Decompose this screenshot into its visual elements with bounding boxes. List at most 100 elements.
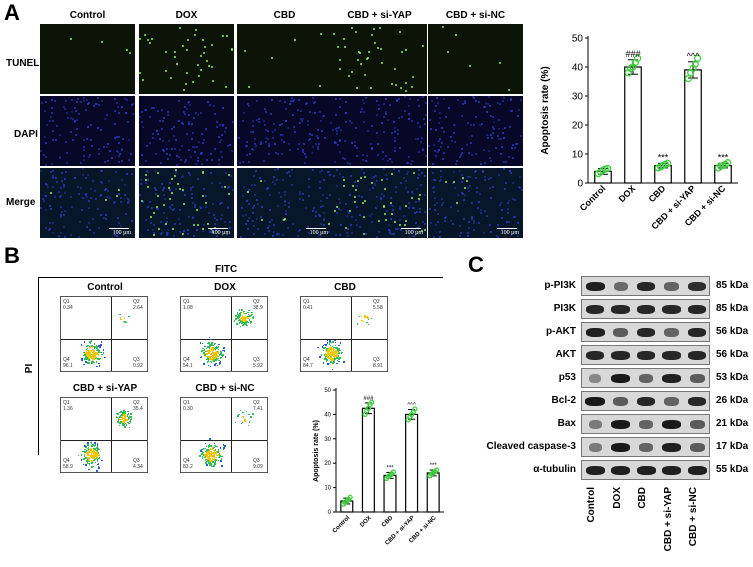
lane-label: CBD + si-NC <box>688 487 699 547</box>
flow-plot: Q1 1.08 Q2 38.9 Q4 54.1 Q3 5.92 <box>180 296 268 372</box>
protein-label: p53 <box>558 372 576 383</box>
lane-label: Control <box>586 487 597 523</box>
y-tick-label: 20 <box>572 120 584 131</box>
y-tick-label: 40 <box>572 62 584 73</box>
row-label-dapi: DAPI <box>14 129 38 140</box>
col-label-control: Control <box>69 10 106 21</box>
bar <box>684 69 702 184</box>
kda-label: 17 kDa <box>716 441 749 452</box>
lane-label: DOX <box>611 487 623 509</box>
lane-label: CBD <box>637 487 648 509</box>
category-label: CBD <box>381 515 395 529</box>
y-axis-label: Apoptosis rate (%) <box>313 420 320 482</box>
significance-mark: *** <box>718 152 729 162</box>
col-label-cbd-si-yap: CBD + si-YAP <box>347 10 412 21</box>
pi-label: PI <box>24 363 36 374</box>
protein-label: Cleaved caspase-3 <box>486 441 576 452</box>
micrograph-dapi-3 <box>332 96 427 166</box>
blot-strip <box>581 437 710 457</box>
protein-label: Bax <box>557 418 576 429</box>
pi-axis-line <box>38 277 39 455</box>
blot-strip <box>581 391 710 411</box>
data-point <box>390 469 396 475</box>
flow-plot: Q1 1.36 Q2 35.4 Q4 58.9 Q3 4.34 <box>60 397 148 473</box>
kda-label: 26 kDa <box>716 395 749 406</box>
y-tick-label: 10 <box>324 486 331 492</box>
bar <box>426 472 440 513</box>
scale-bar-label: 100 μm <box>112 230 131 236</box>
y-tick-label: 50 <box>324 388 331 394</box>
data-point <box>723 159 732 167</box>
micrograph-merge-1: 100 μm <box>139 168 234 238</box>
flow-plot-title: CBD <box>334 282 356 293</box>
scale-bar-label: 100 μm <box>500 230 519 236</box>
y-tick-label: 50 <box>572 33 584 44</box>
bar <box>405 413 419 513</box>
blot-strip <box>581 368 710 388</box>
protein-label: AKT <box>555 349 576 360</box>
col-label-dox: DOX <box>175 10 198 21</box>
y-tick-label: 0 <box>328 510 332 516</box>
data-point <box>633 54 642 62</box>
flow-plot: Q1 0.34 Q2 2.64 Q4 96.1 Q3 0.92 <box>60 296 148 372</box>
fitc-axis-line <box>38 277 443 278</box>
blot-strip <box>581 276 710 296</box>
panel-b-letter: B <box>4 243 20 268</box>
protein-label: PI3K <box>553 303 576 314</box>
bar <box>383 474 397 513</box>
data-point <box>412 406 418 412</box>
significance-mark: ^^^ <box>687 51 700 61</box>
category-label: CBD <box>647 183 668 204</box>
kda-label: 85 kDa <box>716 303 749 314</box>
flow-plot-title: Control <box>87 282 123 293</box>
y-tick-label: 10 <box>572 149 584 160</box>
protein-label: α-tubulin <box>533 464 576 475</box>
y-tick-label: 30 <box>572 91 584 102</box>
blot-strip <box>581 345 710 365</box>
kda-label: 53 kDa <box>716 372 749 383</box>
significance-mark: *** <box>430 463 438 469</box>
significance-mark: *** <box>658 152 669 162</box>
flow-plot: Q1 0.30 Q2 7.41 Q4 83.2 Q3 9.09 <box>180 397 268 473</box>
blot-strip <box>581 460 710 480</box>
blot-strip <box>581 322 710 342</box>
significance-mark: ^^^ <box>407 403 416 409</box>
micrograph-merge-3: 100 μm <box>332 168 427 238</box>
protein-label: p-AKT <box>546 326 576 337</box>
bar <box>624 66 642 184</box>
micrograph-dapi-4 <box>428 96 523 166</box>
significance-mark: ### <box>625 49 640 59</box>
micrograph-merge-4: 100 μm <box>428 168 523 238</box>
kda-label: 85 kDa <box>716 280 749 291</box>
data-point <box>663 159 672 167</box>
panel-c-letter: C <box>468 252 484 277</box>
y-axis-label: Apoptosis rate (%) <box>540 66 551 154</box>
y-tick-label: 0 <box>577 178 583 189</box>
col-label-cbd-si-nc: CBD + si-NC <box>445 10 506 21</box>
micrograph-tunel-3 <box>332 24 427 94</box>
kda-label: 56 kDa <box>716 326 749 337</box>
kda-label: 21 kDa <box>716 418 749 429</box>
protein-label: p-PI3K <box>544 280 576 291</box>
micrograph-merge-0: 100 μm <box>40 168 135 238</box>
bar <box>361 407 375 513</box>
significance-mark: ### <box>363 396 374 402</box>
lane-label: CBD + si-YAP <box>662 487 674 552</box>
data-point <box>347 494 353 501</box>
category-label: DOX <box>617 183 638 204</box>
category-label: DOX <box>359 515 372 528</box>
micrograph-tunel-2 <box>237 24 332 94</box>
blot-strip <box>581 299 710 319</box>
flow-plot-title: CBD + si-YAP <box>72 383 138 394</box>
row-label-tunel: TUNEL <box>6 58 40 69</box>
kda-label: 55 kDa <box>716 464 749 475</box>
data-point <box>693 54 702 62</box>
data-point <box>369 399 375 405</box>
significance-mark: *** <box>386 465 394 471</box>
micrograph-dapi-2 <box>237 96 332 166</box>
flow-plot: Q1 0.41 Q2 5.58 Q4 84.7 Q3 8.91 <box>300 296 388 372</box>
micrograph-dapi-0 <box>40 96 135 166</box>
flow-plot-title: CBD + si-NC <box>195 383 255 394</box>
protein-label: Bcl-2 <box>551 395 576 406</box>
